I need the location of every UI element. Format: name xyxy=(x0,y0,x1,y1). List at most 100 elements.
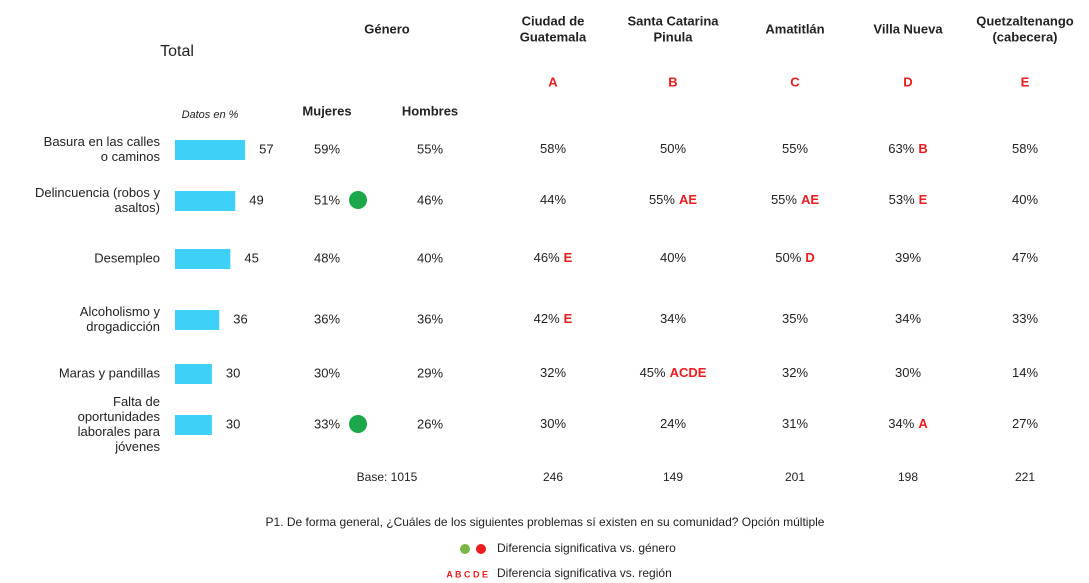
row-label: Maras y pandillas xyxy=(59,365,161,380)
cell-value: 35% xyxy=(782,311,808,326)
cell: 63% B xyxy=(888,141,927,156)
base-value: 201 xyxy=(785,470,805,484)
cell: 31% xyxy=(782,416,808,431)
cell-value: 24% xyxy=(660,416,686,431)
cell: 36% xyxy=(417,311,443,326)
base-value: 198 xyxy=(898,470,918,484)
bar-value: 49 xyxy=(249,192,263,207)
sig-letters: AE xyxy=(679,192,697,207)
cell-value: 32% xyxy=(782,365,808,380)
row-label: o caminos xyxy=(101,149,161,164)
region-header: Quetzaltenango xyxy=(976,13,1074,28)
legend-text: Diferencia significativa vs. región xyxy=(497,566,672,580)
legend-dot xyxy=(476,544,486,554)
cell: 34% A xyxy=(888,416,928,431)
cell-value: 55% xyxy=(649,192,675,207)
cell-value: 30% xyxy=(895,365,921,380)
cell: 47% xyxy=(1012,250,1038,265)
cell: 32% xyxy=(782,365,808,380)
cell-value: 44% xyxy=(540,192,566,207)
region-header: Pinula xyxy=(653,29,693,44)
base-value: 221 xyxy=(1015,470,1035,484)
bar-value: 57 xyxy=(259,141,273,156)
sig-letters: D xyxy=(805,250,814,265)
sig-dot xyxy=(349,191,367,209)
row-label: Basura en las calles xyxy=(44,134,161,149)
base-label: Base: 1015 xyxy=(357,470,418,484)
region-letter: A xyxy=(548,74,558,89)
cell: 55% AE xyxy=(649,192,697,207)
bar xyxy=(175,140,246,160)
cell: 26% xyxy=(417,416,443,431)
row-label: asaltos) xyxy=(114,200,160,215)
cell: 59% xyxy=(314,141,340,156)
region-letter: D xyxy=(903,74,912,89)
cell-value: 53% xyxy=(889,192,915,207)
row-label: laborales para xyxy=(78,424,161,439)
cell-value: 30% xyxy=(540,416,566,431)
cell-value: 50% xyxy=(660,141,686,156)
bar-value: 30 xyxy=(226,416,240,431)
legend-letters: A B C D E xyxy=(446,569,488,579)
bar xyxy=(175,364,212,384)
cell: 34% xyxy=(660,311,686,326)
cell: 40% xyxy=(660,250,686,265)
cell-value: 58% xyxy=(1012,141,1038,156)
cell-value: 55% xyxy=(771,192,797,207)
region-letter: C xyxy=(790,74,800,89)
sig-dot xyxy=(349,415,367,433)
cell: 30% xyxy=(314,365,340,380)
row-label: jóvenes xyxy=(114,439,160,454)
sig-letters: A xyxy=(918,416,928,431)
cell-value: 34% xyxy=(888,416,914,431)
cell: 30% xyxy=(540,416,566,431)
row-label: Falta de xyxy=(113,394,160,409)
row-label: drogadicción xyxy=(86,319,160,334)
bar xyxy=(175,249,231,269)
cell: 33% xyxy=(1012,311,1038,326)
sig-letters: E xyxy=(564,250,573,265)
cell-value: 27% xyxy=(1012,416,1038,431)
region-header: Guatemala xyxy=(520,29,587,44)
cell: 58% xyxy=(540,141,566,156)
cell-value: 34% xyxy=(660,311,686,326)
cell: 32% xyxy=(540,365,566,380)
title: Total xyxy=(160,43,194,60)
cell-value: 55% xyxy=(782,141,808,156)
row-label: Alcoholismo y xyxy=(80,304,161,319)
cell-value: 42% xyxy=(534,311,560,326)
column-header: Hombres xyxy=(402,103,458,118)
bar-value: 36 xyxy=(233,311,247,326)
row-label: oportunidades xyxy=(78,409,161,424)
row-label: Delincuencia (robos y xyxy=(35,185,161,200)
cell-value: 33% xyxy=(1012,311,1038,326)
legend-text: Diferencia significativa vs. género xyxy=(497,541,676,555)
cell-value: 34% xyxy=(895,311,921,326)
cell: 55% xyxy=(417,141,443,156)
cell: 45% ACDE xyxy=(640,365,707,380)
bar-value: 30 xyxy=(226,365,240,380)
row-label: Desempleo xyxy=(94,250,160,265)
cell-value: 31% xyxy=(782,416,808,431)
unit-note: Datos en % xyxy=(182,109,239,121)
region-letter: B xyxy=(668,74,677,89)
cell: 40% xyxy=(1012,192,1038,207)
cell-value: 32% xyxy=(540,365,566,380)
cell-value: 40% xyxy=(660,250,686,265)
column-header: Mujeres xyxy=(302,103,351,118)
cell: 51% xyxy=(314,192,340,207)
cell: 50% D xyxy=(775,250,814,265)
cell: 30% xyxy=(895,365,921,380)
sig-letters: E xyxy=(919,192,928,207)
cell-value: 63% xyxy=(888,141,914,156)
cell: 58% xyxy=(1012,141,1038,156)
cell: 29% xyxy=(417,365,443,380)
bar xyxy=(175,310,220,330)
cell-value: 40% xyxy=(1012,192,1038,207)
base-value: 246 xyxy=(543,470,563,484)
cell: 44% xyxy=(540,192,566,207)
region-header: (cabecera) xyxy=(992,29,1057,44)
cell: 53% E xyxy=(889,192,928,207)
sig-letters: B xyxy=(918,141,927,156)
